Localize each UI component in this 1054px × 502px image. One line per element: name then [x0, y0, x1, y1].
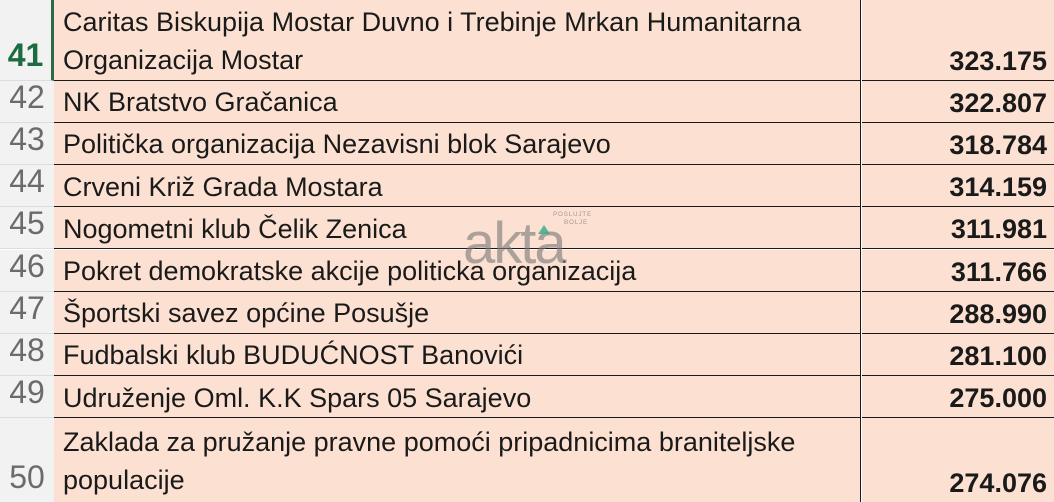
svg-text:akta: akta — [463, 211, 567, 276]
svg-text:POSLUJTE: POSLUJTE — [553, 211, 592, 218]
svg-text:BOLJE: BOLJE — [564, 219, 588, 226]
